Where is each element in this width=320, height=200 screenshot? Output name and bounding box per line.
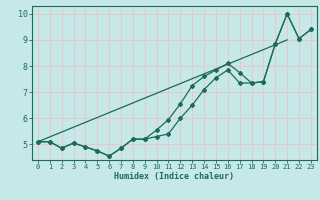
X-axis label: Humidex (Indice chaleur): Humidex (Indice chaleur)	[115, 172, 234, 181]
